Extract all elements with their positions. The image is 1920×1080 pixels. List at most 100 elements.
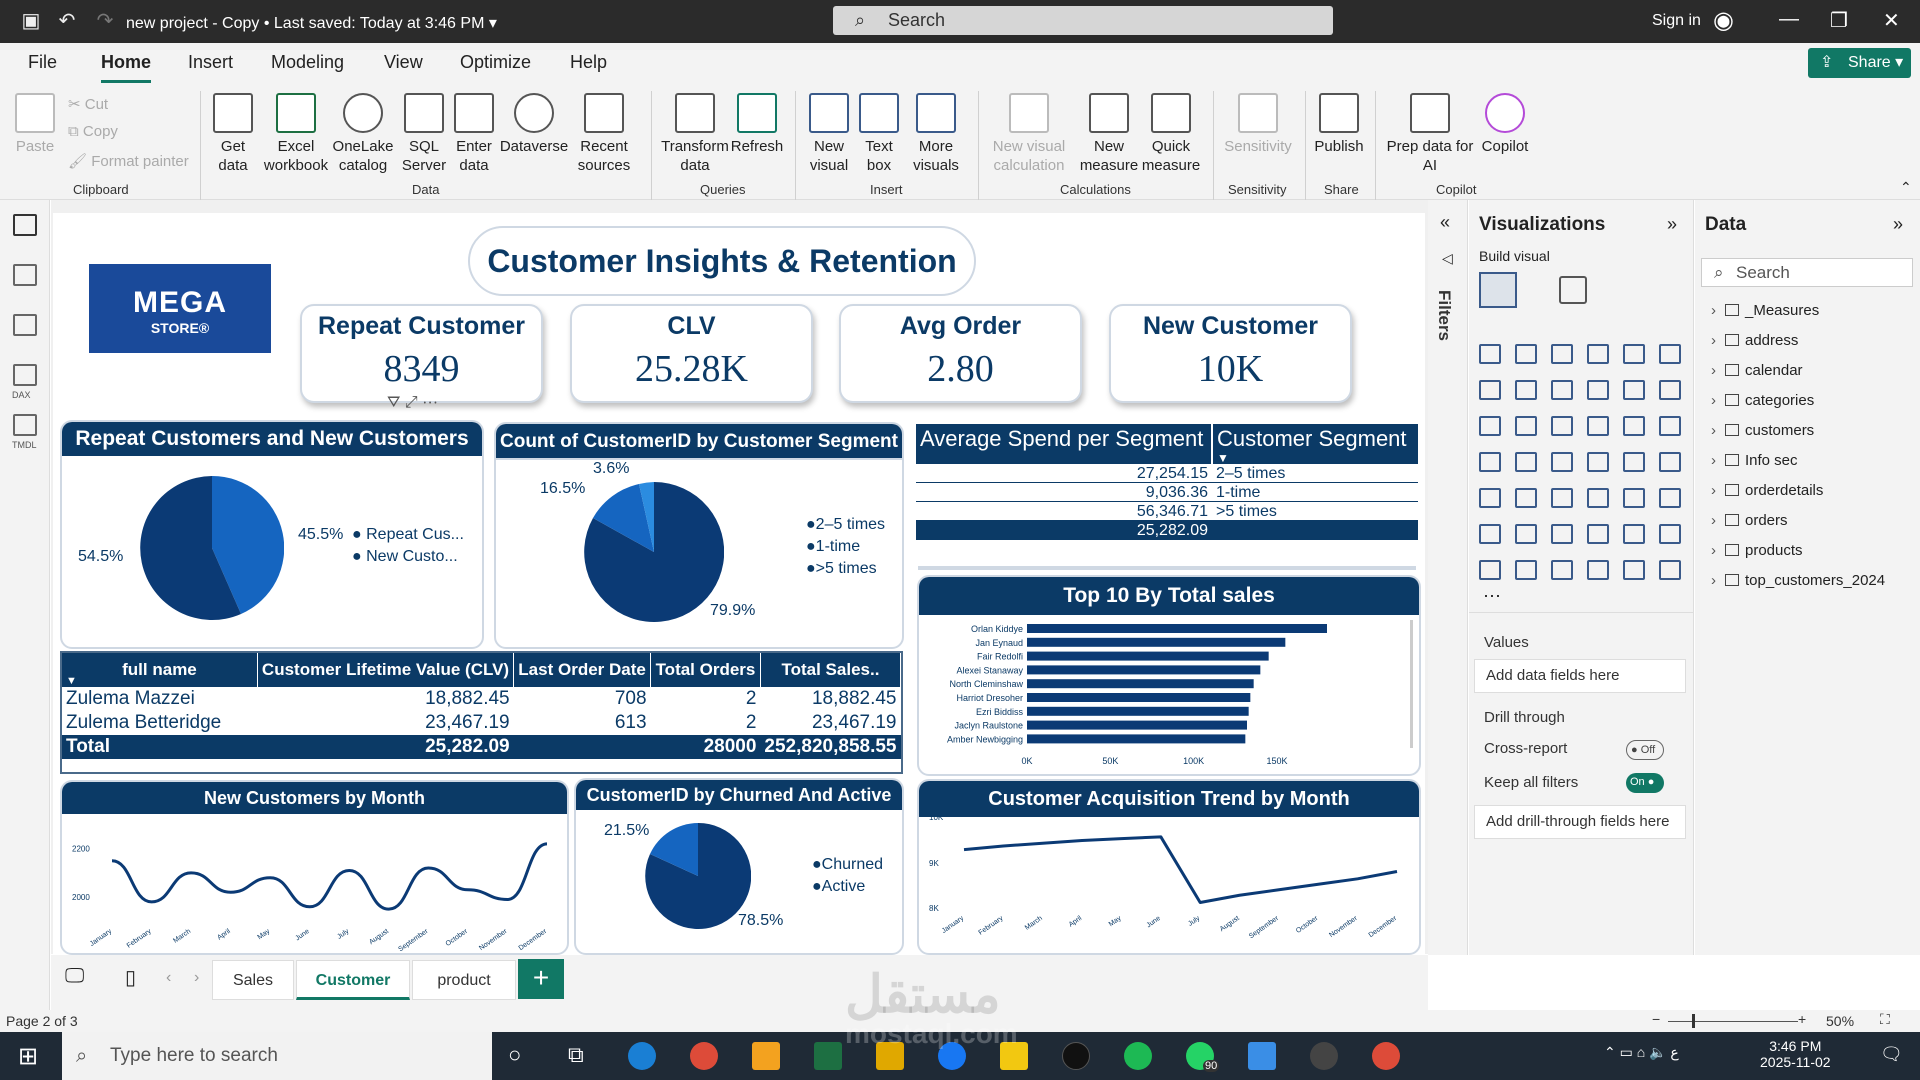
table-categories[interactable]: › categories bbox=[1711, 392, 1815, 409]
build-visual-tab-icon[interactable] bbox=[1479, 272, 1517, 308]
chevron-right-icon[interactable]: › bbox=[1711, 512, 1716, 529]
table-orders[interactable]: › orders bbox=[1711, 512, 1788, 529]
new-by-month-line-chart[interactable]: 2200 2000 January February March April May June… bbox=[62, 814, 567, 953]
segment-pie[interactable] bbox=[584, 482, 724, 622]
key-influencers-visual-icon[interactable] bbox=[1515, 524, 1537, 544]
drill-through-drop-zone[interactable]: Add drill-through fields here bbox=[1474, 805, 1686, 839]
legend-item[interactable]: ● New Custo... bbox=[352, 548, 458, 565]
r-visual-visual-icon[interactable] bbox=[1659, 488, 1681, 508]
bar[interactable] bbox=[1027, 651, 1269, 661]
azure-map-visual-icon[interactable] bbox=[1587, 452, 1609, 472]
clustered-column-visual-icon[interactable] bbox=[1587, 344, 1609, 364]
table-customers[interactable]: › customers bbox=[1711, 422, 1815, 439]
spotify-icon[interactable] bbox=[1124, 1042, 1152, 1070]
col-clv[interactable]: Customer Lifetime Value (CLV) bbox=[257, 653, 515, 687]
map-visual-icon[interactable] bbox=[1515, 452, 1537, 472]
menu-view[interactable]: View bbox=[384, 52, 423, 72]
narrative-visual-icon[interactable] bbox=[1623, 524, 1645, 544]
values-drop-zone[interactable]: Add data fields here bbox=[1474, 659, 1686, 693]
kpi-new-customer[interactable]: New Customer 10K bbox=[1109, 304, 1352, 403]
segment-row[interactable]: 27,254.15 2–5 times bbox=[916, 464, 1418, 483]
data-search-input[interactable]: ⌕ Search bbox=[1701, 258, 1913, 287]
chevron-right-icon[interactable]: › bbox=[1711, 362, 1716, 379]
pie-slice-active[interactable] bbox=[645, 823, 751, 929]
dax-view-icon[interactable] bbox=[13, 364, 37, 386]
gauge-visual-icon[interactable] bbox=[1623, 452, 1645, 472]
acq-trend-card[interactable]: Customer Acquisition Trend by Month bbox=[917, 779, 1421, 955]
100-column-visual-icon[interactable] bbox=[1659, 344, 1681, 364]
chevron-right-icon[interactable]: › bbox=[1711, 302, 1716, 319]
top-search[interactable]: ⌕ Search bbox=[833, 6, 1333, 35]
series-line[interactable] bbox=[111, 842, 548, 911]
more-visuals-ellipsis[interactable]: ⋯ bbox=[1483, 586, 1501, 606]
cortana-icon[interactable]: ○ bbox=[508, 1042, 522, 1067]
bar[interactable] bbox=[1027, 679, 1254, 689]
waterfall-visual-icon[interactable] bbox=[1623, 380, 1645, 400]
xbox-icon[interactable] bbox=[1310, 1042, 1338, 1070]
bar[interactable] bbox=[1027, 624, 1327, 633]
segment-col-segment[interactable]: Customer Segment ▼ bbox=[1213, 424, 1418, 464]
paginated-visual-icon[interactable] bbox=[1479, 560, 1501, 580]
clock[interactable]: 3:46 PM 2025-11-02 bbox=[1760, 1038, 1831, 1070]
redo-icon[interactable]: ↷ bbox=[96, 10, 114, 32]
legend-item[interactable]: ● Repeat Cus... bbox=[352, 526, 464, 543]
table--measures[interactable]: › _Measures bbox=[1711, 302, 1820, 319]
chrome-icon[interactable] bbox=[690, 1042, 718, 1070]
chevron-right-icon[interactable]: › bbox=[1711, 452, 1716, 469]
shape-visual-icon[interactable] bbox=[1587, 560, 1609, 580]
col-full-name[interactable]: full name bbox=[62, 653, 258, 687]
bar[interactable] bbox=[1027, 693, 1251, 702]
share-button[interactable]: ⇪ Share ▾ bbox=[1808, 48, 1911, 78]
cross-report-toggle[interactable]: ● Off bbox=[1626, 740, 1664, 760]
menu-help[interactable]: Help bbox=[570, 52, 608, 72]
tab-sales[interactable]: Sales bbox=[212, 960, 294, 1000]
tab-customer[interactable]: Customer bbox=[296, 960, 410, 1000]
chevron-right-icon[interactable]: › bbox=[1711, 482, 1716, 499]
store-icon[interactable] bbox=[752, 1042, 780, 1070]
maximize-icon[interactable]: ❐ bbox=[1830, 10, 1848, 32]
recent-sources-button[interactable]: Recent sources bbox=[568, 93, 640, 175]
prev-page-icon[interactable]: ‹ bbox=[166, 969, 172, 986]
legend-item[interactable]: ●1-time bbox=[806, 538, 861, 555]
multi-card-visual-icon[interactable] bbox=[1479, 488, 1501, 508]
prep-data-ai-button[interactable]: Prep data for AI bbox=[1384, 93, 1476, 175]
cut-button[interactable]: ✂ Cut bbox=[68, 96, 109, 113]
col-total-orders[interactable]: Total Orders bbox=[650, 653, 761, 687]
quick-measure-button[interactable]: Quick measure bbox=[1140, 93, 1202, 175]
undo-icon[interactable]: ↶ bbox=[58, 10, 76, 32]
segment-pie-card[interactable]: Count of CustomerID by Customer Segment bbox=[494, 422, 904, 649]
collapse-ribbon-icon[interactable]: ⌃ bbox=[1900, 179, 1912, 195]
bar[interactable] bbox=[1027, 665, 1261, 675]
line-column-visual-icon[interactable] bbox=[1659, 380, 1681, 400]
task-view-icon[interactable]: ⧉ bbox=[568, 1042, 584, 1067]
zoom-slider-thumb[interactable] bbox=[1692, 1014, 1695, 1028]
power-automate-visual-icon[interactable] bbox=[1551, 560, 1573, 580]
stacked-column-visual-icon[interactable] bbox=[1515, 344, 1537, 364]
collapse-data-icon[interactable]: » bbox=[1893, 214, 1904, 234]
pie-visual-icon[interactable] bbox=[1623, 416, 1645, 436]
desktop-layout-icon[interactable]: 🖵 bbox=[65, 965, 85, 987]
edge-icon[interactable] bbox=[628, 1042, 656, 1070]
new-by-month-card[interactable]: New Customers by Month bbox=[60, 780, 569, 955]
new-visual-calculation-button[interactable]: New visual calculation bbox=[986, 93, 1072, 175]
zoom-out-icon[interactable]: − bbox=[1652, 1011, 1661, 1027]
qa-visual-icon[interactable] bbox=[1587, 524, 1609, 544]
photos-icon[interactable] bbox=[1248, 1042, 1276, 1070]
menu-optimize[interactable]: Optimize bbox=[460, 52, 532, 72]
visual-header-icons[interactable]: ⛛ ⤢ ⋯ bbox=[387, 394, 439, 411]
table-view-icon[interactable] bbox=[13, 264, 37, 286]
bar[interactable] bbox=[1027, 734, 1246, 744]
taskbar-search[interactable]: ⌕ Type here to search bbox=[62, 1032, 492, 1080]
stacked-area-visual-icon[interactable] bbox=[1551, 380, 1573, 400]
bar[interactable] bbox=[1027, 637, 1286, 647]
dataverse-button[interactable]: Dataverse bbox=[498, 93, 570, 156]
legend-item[interactable]: ●Active bbox=[812, 878, 866, 895]
segment-row[interactable]: 56,346.71 >5 times bbox=[916, 502, 1418, 521]
bar[interactable] bbox=[1027, 720, 1247, 730]
expand-filters-icon[interactable]: « bbox=[1440, 212, 1451, 232]
close-icon[interactable]: ✕ bbox=[1883, 10, 1900, 32]
chevron-right-icon[interactable]: › bbox=[1711, 392, 1716, 409]
keep-filters-toggle[interactable]: On ● bbox=[1626, 773, 1664, 793]
top10-bar-chart[interactable]: Orlan Kiddye Jan Eynaud Fair Redolfi Alexei… bbox=[920, 614, 1418, 774]
